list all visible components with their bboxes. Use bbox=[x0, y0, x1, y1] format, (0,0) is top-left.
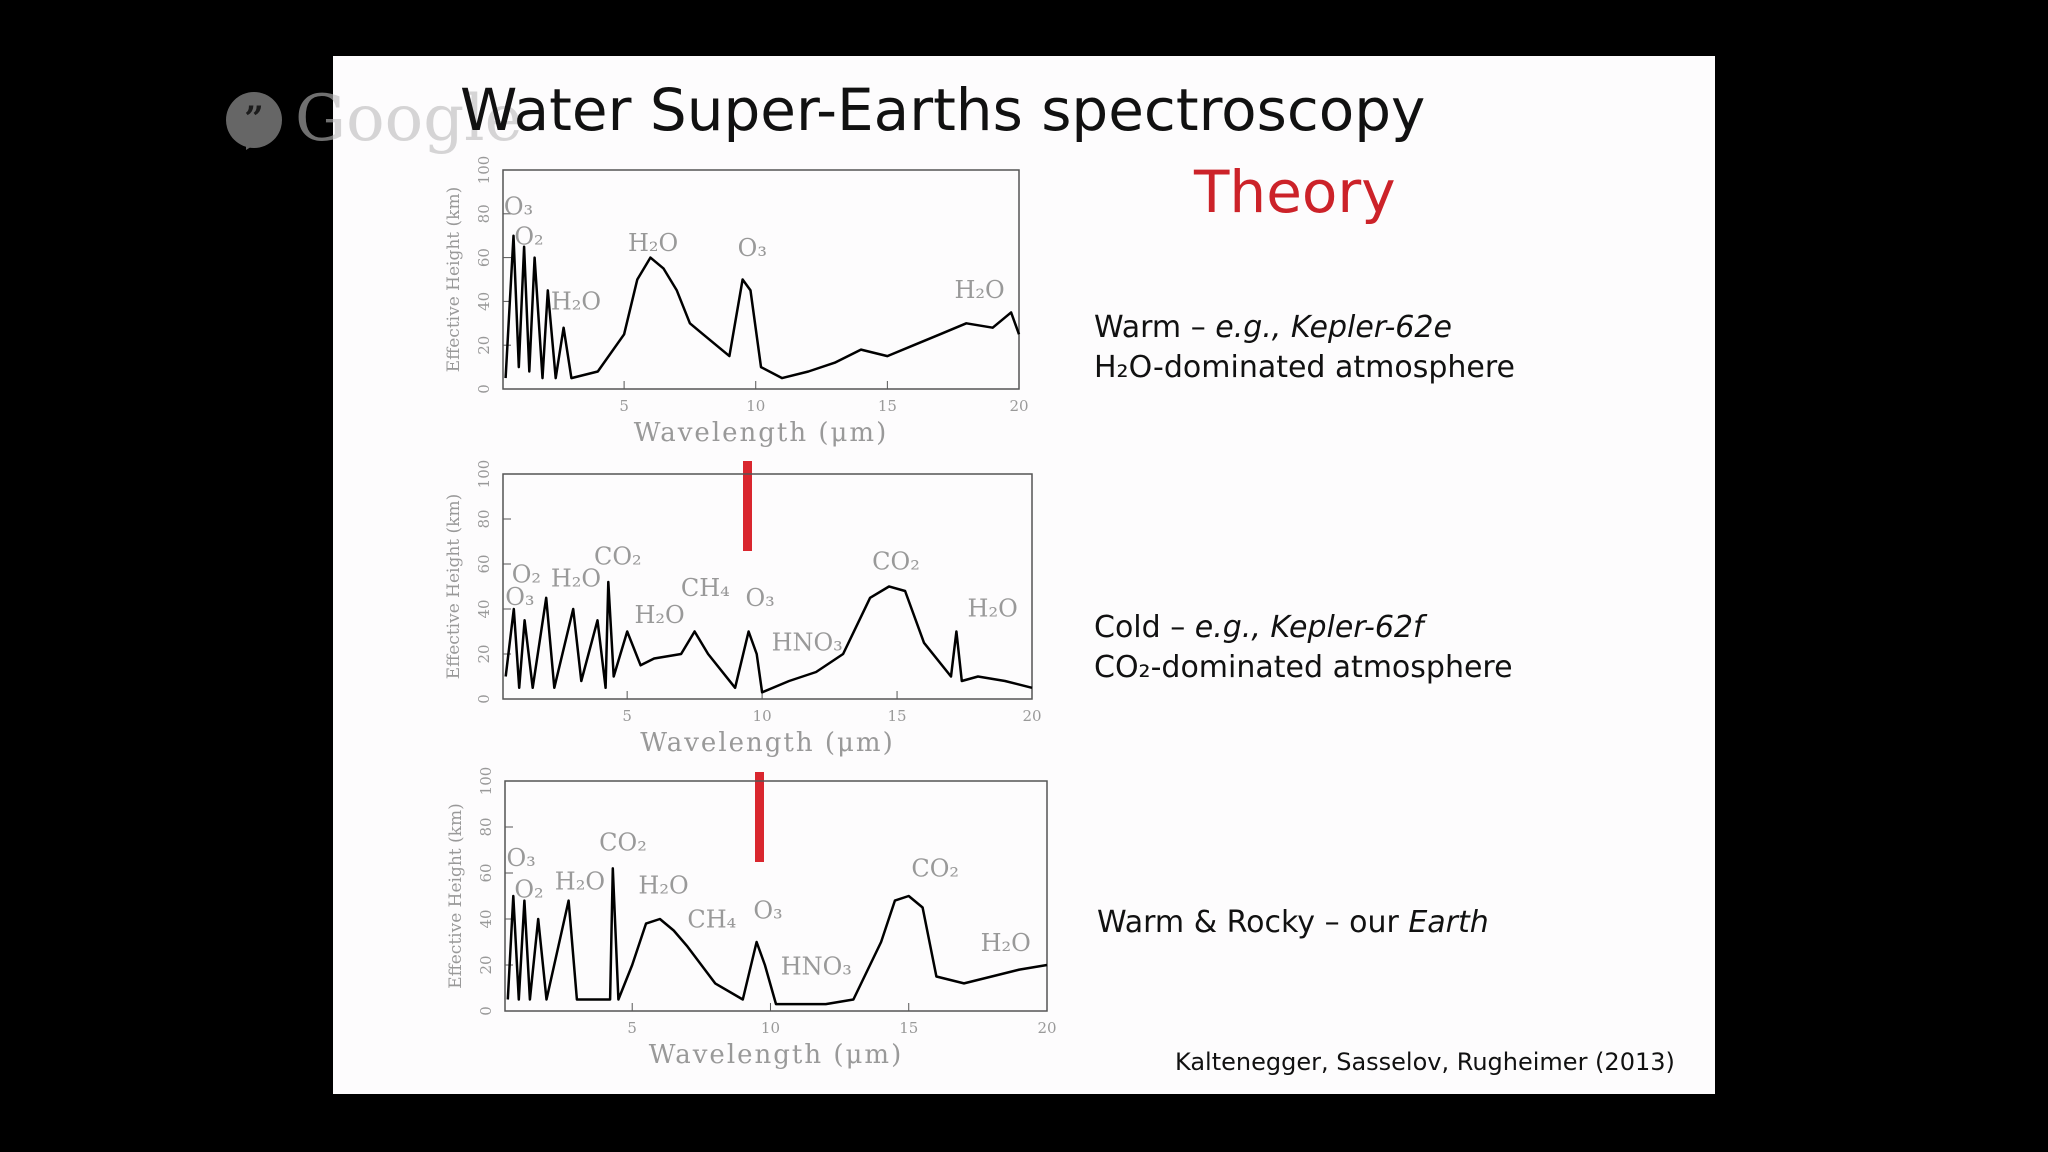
x-tick-label: 10 bbox=[761, 1019, 780, 1037]
molecule-label: H₂O bbox=[555, 868, 605, 896]
x-axis-label: Wavelength (μm) bbox=[634, 418, 888, 448]
x-tick-label: 20 bbox=[1037, 1019, 1056, 1037]
molecule-label: O₃ bbox=[504, 192, 533, 220]
x-tick-label: 5 bbox=[622, 707, 632, 725]
icon-tail bbox=[246, 140, 262, 150]
molecule-label: CH₄ bbox=[687, 906, 736, 934]
molecule-label: O₃ bbox=[505, 583, 534, 611]
molecule-label: CO₂ bbox=[594, 542, 642, 570]
molecule-label: H₂O bbox=[551, 565, 601, 593]
molecule-label: O₂ bbox=[514, 222, 543, 250]
icon-quote: ” bbox=[244, 99, 264, 139]
y-tick-label: 80 bbox=[477, 817, 495, 836]
x-tick-label: 15 bbox=[899, 1019, 918, 1037]
y-tick-label: 100 bbox=[475, 460, 493, 489]
molecule-label: H₂O bbox=[968, 595, 1018, 623]
slide-subtitle: Theory bbox=[1193, 158, 1396, 226]
molecule-label: O₃ bbox=[746, 584, 775, 612]
description-text: Warm – bbox=[1094, 310, 1215, 345]
y-tick-label: 40 bbox=[477, 909, 495, 928]
description-text: e.g., Kepler-62f bbox=[1195, 610, 1428, 645]
y-tick-label: 60 bbox=[477, 863, 495, 882]
molecule-label: H₂O bbox=[551, 288, 601, 316]
y-axis-label: Effective Height (km) bbox=[446, 803, 466, 988]
y-tick-label: 40 bbox=[475, 292, 493, 311]
description-text: Warm & Rocky – our bbox=[1097, 905, 1408, 940]
description-line: Warm – e.g., Kepler-62e bbox=[1094, 310, 1452, 345]
plot-frame bbox=[504, 780, 1048, 1012]
x-tick-label: 5 bbox=[619, 397, 629, 415]
plot-frame bbox=[502, 473, 1033, 700]
description-text: Cold – bbox=[1094, 610, 1195, 645]
y-axis-label: Effective Height (km) bbox=[444, 494, 464, 679]
description-line: Warm & Rocky – our Earth bbox=[1097, 905, 1489, 940]
molecule-label: H₂O bbox=[638, 872, 688, 900]
description-line: Cold – e.g., Kepler-62f bbox=[1094, 610, 1428, 645]
y-tick-label: 20 bbox=[475, 644, 493, 663]
spectrum-line bbox=[504, 580, 1033, 694]
plot-frame bbox=[502, 169, 1020, 390]
molecule-label: H₂O bbox=[634, 601, 684, 629]
x-tick-label: 20 bbox=[1022, 707, 1041, 725]
y-tick-label: 20 bbox=[475, 336, 493, 355]
x-tick-label: 15 bbox=[888, 707, 907, 725]
spectrum-line bbox=[504, 234, 1021, 380]
y-tick-label: 60 bbox=[475, 248, 493, 267]
molecule-label: O₃ bbox=[753, 896, 782, 924]
y-tick-label: 0 bbox=[477, 1006, 495, 1016]
molecule-label: CH₄ bbox=[681, 574, 730, 602]
molecule-label: O₃ bbox=[506, 844, 535, 872]
y-axis-label: Effective Height (km) bbox=[444, 187, 464, 372]
molecule-label: CO₂ bbox=[599, 828, 647, 856]
red-marker bbox=[755, 772, 764, 862]
y-tick-label: 0 bbox=[475, 694, 493, 704]
molecule-label: O₂ bbox=[514, 875, 543, 903]
molecule-label: O₂ bbox=[512, 561, 541, 589]
molecule-label: H₂O bbox=[628, 229, 678, 257]
spectrum-panel: 0 20 40 60 80 100 5 10 15 20 Wavelength (μm) Effect… bbox=[444, 156, 1029, 448]
description-text: Earth bbox=[1408, 905, 1488, 940]
description-text: e.g., Kepler-62e bbox=[1215, 310, 1452, 345]
y-tick-label: 40 bbox=[475, 599, 493, 618]
molecule-label: CO₂ bbox=[872, 548, 920, 576]
red-marker bbox=[743, 461, 752, 551]
y-tick-label: 20 bbox=[477, 955, 495, 974]
description-line: CO₂-dominated atmosphere bbox=[1094, 650, 1513, 685]
slide-title: Water Super-Earths spectroscopy bbox=[460, 76, 1425, 144]
y-tick-label: 100 bbox=[475, 156, 493, 185]
molecule-label: CO₂ bbox=[911, 855, 959, 883]
x-axis-label: Wavelength (μm) bbox=[649, 1040, 903, 1070]
brand-watermark: Google bbox=[295, 82, 523, 156]
description-text: CO₂-dominated atmosphere bbox=[1094, 650, 1513, 685]
icon-bubble bbox=[226, 92, 282, 148]
spectrum-line bbox=[506, 867, 1048, 1006]
x-tick-label: 5 bbox=[627, 1019, 637, 1037]
y-tick-label: 100 bbox=[477, 767, 495, 796]
description-text: H₂O-dominated atmosphere bbox=[1094, 350, 1515, 385]
spectrum-panel: 0 20 40 60 80 100 5 10 15 20 Wavelength (μm) Effect… bbox=[446, 767, 1057, 1070]
descriptions: Warm – e.g., Kepler-62e H₂O-dominated atm… bbox=[1094, 310, 1515, 940]
x-tick-label: 20 bbox=[1009, 397, 1028, 415]
x-axis-label: Wavelength (μm) bbox=[640, 728, 894, 758]
y-tick-label: 0 bbox=[475, 384, 493, 394]
spectrum-panel: 0 20 40 60 80 100 5 10 15 20 Wavelength (μm) Effect… bbox=[444, 460, 1042, 758]
molecule-label: HNO₃ bbox=[781, 953, 852, 981]
molecule-label: O₃ bbox=[738, 234, 767, 262]
molecule-label: HNO₃ bbox=[772, 629, 843, 657]
description-line: H₂O-dominated atmosphere bbox=[1094, 350, 1515, 385]
y-tick-label: 80 bbox=[475, 509, 493, 528]
hangouts-icon: ” bbox=[226, 92, 282, 150]
x-tick-label: 15 bbox=[878, 397, 897, 415]
citation: Kaltenegger, Sasselov, Rugheimer (2013) bbox=[1175, 1048, 1675, 1076]
molecule-label: H₂O bbox=[954, 276, 1004, 304]
x-tick-label: 10 bbox=[746, 397, 765, 415]
x-tick-label: 10 bbox=[753, 707, 772, 725]
y-tick-label: 60 bbox=[475, 554, 493, 573]
molecule-label: H₂O bbox=[981, 929, 1031, 957]
y-tick-label: 80 bbox=[475, 204, 493, 223]
